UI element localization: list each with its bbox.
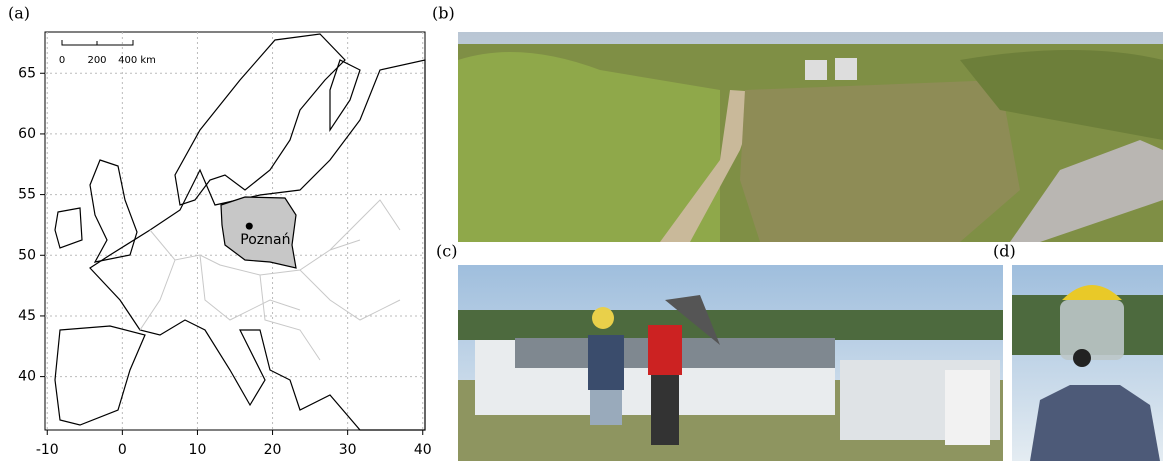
photo-c: (c)	[436, 242, 1003, 462]
x-tick-label: 20	[264, 442, 282, 458]
x-tick-label: 10	[189, 442, 207, 458]
scale-label: 400 km	[118, 55, 156, 66]
panel-label: (d)	[993, 242, 1016, 261]
photo-b: (b)	[432, 4, 1163, 243]
x-tick-label: 0	[118, 442, 127, 458]
city-label: Poznań	[240, 232, 290, 248]
photo-d: (d)	[993, 242, 1163, 462]
y-tick-label: 40	[18, 369, 36, 385]
x-tick-label: 30	[339, 442, 357, 458]
x-tick-label: 40	[414, 442, 432, 458]
panel-label: (a)	[8, 4, 30, 23]
panel-label: (b)	[432, 4, 455, 23]
map-panel: (a) -10 0 10 20 30 40 40 45 50 55 60 65 0 200 400 k…	[8, 4, 432, 459]
y-tick-label: 55	[18, 187, 36, 203]
figure: (a) -10 0 10 20 30 40 40 45 50 55 60 65 0 200 400 k…	[0, 0, 1165, 461]
x-tick-label: -10	[36, 442, 59, 458]
y-tick-label: 45	[18, 308, 36, 324]
y-tick-label: 50	[18, 247, 36, 263]
panel-label: (c)	[436, 242, 457, 261]
city-point	[246, 223, 253, 230]
y-tick-label: 60	[18, 126, 36, 142]
y-tick-label: 65	[18, 65, 36, 81]
scale-label: 200	[87, 55, 106, 66]
scale-label: 0	[59, 55, 65, 66]
